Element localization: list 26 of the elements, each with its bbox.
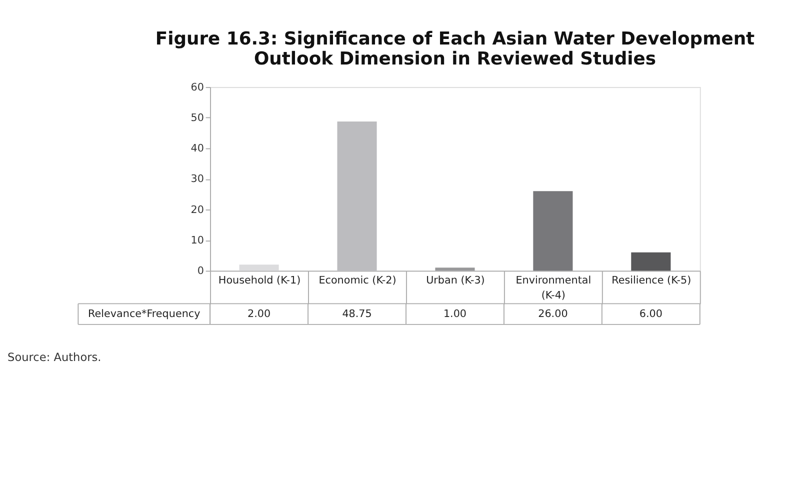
y-tick-label: 50 [190,112,204,124]
data-label: 2.00 [248,308,271,320]
x-tick-label: Household (K-1) [218,274,301,286]
y-tick-label: 60 [190,81,204,94]
source-note: Source: Authors. [8,351,102,364]
text: Relevance*Frequency [88,308,200,320]
text: Outlook Dimension in Reviewed Studies [254,48,656,70]
x-tick-label: Resilience (K-5) [612,274,692,286]
y-tick-label: 10 [190,234,204,246]
y-tick-label: 0 [197,265,204,278]
text: Figure 16.3: Significance of Each Asian Water Development [155,28,755,50]
bar [337,121,377,271]
y-tick-label: 30 [190,173,204,186]
data-label: 1.00 [443,308,467,320]
bar [435,268,475,271]
x-tick-label: Economic (K-2) [318,274,396,286]
data-label: 26.00 [538,308,568,320]
x-tick-label: Urban (K-3) [426,274,485,286]
bar [239,264,279,271]
bar [631,252,671,271]
y-tick-label: 40 [190,142,204,155]
x-tick-label: Environmental (K-4) [516,274,592,302]
y-tick-label: 20 [190,204,204,216]
bar [533,191,573,271]
data-label: 6.00 [639,308,662,320]
data-label: 48.75 [342,308,372,320]
